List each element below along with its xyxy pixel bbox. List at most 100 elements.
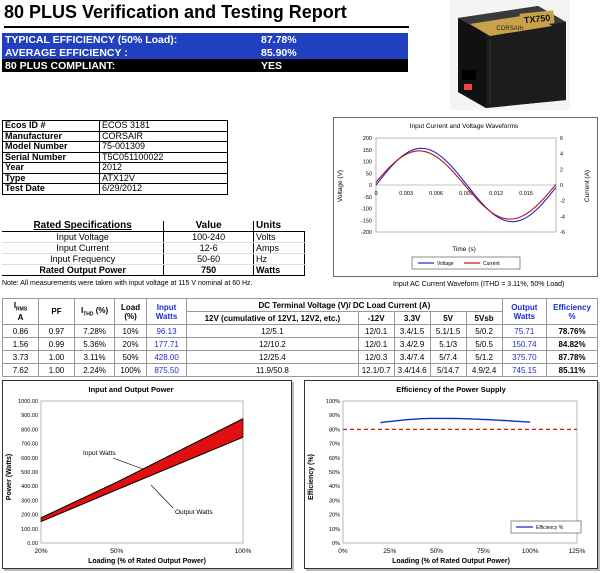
col-load-unit: (%)	[124, 311, 137, 321]
power-x-tick: 20%	[34, 548, 47, 555]
table-cell: 10%	[114, 324, 147, 338]
product-photo: CORSAIR TX750	[450, 0, 570, 110]
info-key: Ecos ID #	[2, 120, 100, 132]
table-cell: 3.73	[2, 350, 39, 364]
table-cell: 5.1/1.5	[429, 324, 467, 338]
rated-header-label: Rated Specifications	[2, 221, 164, 233]
rated-value: 100-240	[163, 231, 255, 244]
rated-row: Rated Output Power 750 Watts	[2, 264, 305, 277]
efficiency-xlabel: Loading (% of Rated Output Power)	[392, 558, 510, 565]
efficiency-summary: TYPICAL EFFICIENCY (50% Load): 87.78% AV…	[2, 33, 408, 72]
rated-label: Rated Output Power	[2, 264, 164, 277]
waveform-x-tick: 0	[374, 191, 377, 197]
waveform-left-tick: 50	[366, 171, 372, 177]
efficiency-y-tick: 30%	[329, 498, 340, 504]
rated-header-unit: Units	[253, 221, 305, 233]
efficiency-y-tick: 70%	[329, 442, 340, 448]
power-chart: Input and Output Power 0.00 100.00 200.00 3…	[2, 380, 292, 569]
rated-value: 50-60	[163, 253, 255, 266]
table-cell: 100%	[114, 363, 147, 377]
waveform-left-tick: 150	[363, 148, 372, 154]
table-cell: 3.4/2.9	[393, 337, 431, 351]
table-cell: 4.9/2.4	[465, 363, 503, 377]
efficiency-y-tick: 80%	[329, 427, 340, 433]
table-cell: 12/25.4	[186, 350, 359, 364]
col-dc-group: DC Terminal Voltage (V)/ DC Load Current…	[186, 298, 503, 312]
input-watts-annotation: Input Watts	[83, 450, 116, 457]
power-y-tick: 500.00	[21, 470, 38, 476]
waveform-right-tick: 4	[560, 152, 563, 158]
table-cell: 12/5.1	[186, 324, 359, 338]
rated-row: Input Voltage 100-240 Volts	[2, 231, 305, 244]
table-cell: 20%	[114, 337, 147, 351]
waveform-left-tick: -100	[361, 207, 372, 213]
rated-value: 750	[163, 264, 255, 277]
table-cell: 84.82%	[546, 337, 598, 351]
waveform-right-tick: -6	[560, 230, 565, 236]
summary-label: AVERAGE EFFICIENCY :	[2, 46, 258, 59]
output-watts-line	[40, 436, 244, 523]
power-y-tick: 800.00	[21, 427, 38, 433]
data-rows: 0.86 0.97 7.28% 10% 96.13 12/5.1 12/0.1 3.4/1.5…	[2, 324, 598, 377]
table-cell: 5/14.7	[429, 363, 467, 377]
table-row: 1.56 0.99 5.36% 20% 177.71 12/10.2 12/0.1 3.4/2…	[2, 337, 598, 351]
table-row: 3.73 1.00 3.11% 50% 428.00 12/25.4 12/0.3 3.4/7…	[2, 350, 598, 364]
waveform-title: Input Current and Voltage Waveforms	[410, 123, 519, 130]
table-cell: 745.15	[501, 363, 548, 377]
table-cell: 0.86	[2, 324, 39, 338]
rated-label: Input Current	[2, 242, 164, 255]
table-cell: 7.62	[2, 363, 39, 377]
info-row: Type ATX12V	[2, 172, 228, 184]
product-brand-label: CORSAIR	[496, 26, 524, 32]
waveform-left-tick: -200	[361, 230, 372, 236]
power-x-tick: 100%	[235, 548, 252, 555]
table-cell: 85.11%	[546, 363, 598, 377]
waveform-right-tick: -2	[560, 199, 565, 205]
rated-header-row: Rated Specifications Value Units	[2, 221, 305, 233]
col-12v: 12V (cumulative of 12V1, 12V2, etc.)	[186, 311, 359, 325]
output-watts-annotation: Output Watts	[175, 509, 213, 516]
waveform-left-tick: 200	[363, 136, 372, 142]
col-output-label: Output	[511, 302, 538, 312]
info-value: 6/29/2012	[99, 183, 228, 195]
power-y-tick: 1000.00	[18, 399, 38, 405]
summary-label: TYPICAL EFFICIENCY (50% Load):	[2, 33, 258, 46]
input-watts-arrow	[112, 457, 144, 470]
table-cell: 11.9/50.8	[186, 363, 359, 377]
table-cell: 3.4/14.6	[393, 363, 431, 377]
rated-value: 12-6	[163, 242, 255, 255]
input-watts-line	[40, 418, 244, 519]
table-cell: 3.4/7.4	[393, 350, 431, 364]
table-cell: 75.71	[501, 324, 548, 338]
table-cell: 375.70	[501, 350, 548, 364]
efficiency-legend	[510, 520, 582, 534]
info-value: ECOS 3181	[99, 120, 228, 132]
rated-row: Input Frequency 50-60 Hz	[2, 253, 305, 266]
table-cell: 5.1/3	[429, 337, 467, 351]
col-load: Load (%)	[114, 298, 147, 325]
table-row: 7.62 1.00 2.24% 100% 875.50 11.9/50.8 12.1/0.7…	[2, 363, 598, 377]
efficiency-y-tick: 100%	[326, 399, 340, 405]
power-ylabel: Power (Watts)	[6, 454, 13, 500]
info-row: Ecos ID # ECOS 3181	[2, 120, 228, 132]
info-row: Year 2012	[2, 162, 228, 174]
col-5v: 5V	[429, 311, 467, 325]
col-irms-label: I	[13, 301, 17, 311]
efficiency-x-tick: 100%	[522, 548, 539, 555]
product-badge-label: TX750	[523, 13, 550, 26]
power-y-tick: 100.00	[21, 527, 38, 533]
efficiency-axes: 0% 10% 20% 30% 40% 50% 60% 70% 80% 90% 100% 0% 25% 50…	[326, 399, 586, 555]
waveform-chart: Input Current and Voltage Waveforms 200 1…	[333, 117, 598, 277]
info-key: Manufacturer	[2, 130, 100, 142]
waveform-x-tick: 0.009	[459, 191, 473, 197]
efficiency-y-tick: 90%	[329, 413, 340, 419]
waveform-caption: Input AC Current Waveform (ITHD = 3.11%,…	[393, 281, 565, 288]
power-y-tick: 200.00	[21, 513, 38, 519]
efficiency-ylabel: Efficiency (%)	[308, 454, 315, 500]
waveform-left-tick: -150	[361, 218, 372, 224]
info-key: Model Number	[2, 141, 100, 153]
table-cell: 0.99	[37, 337, 75, 351]
summary-value: 85.90%	[258, 46, 408, 59]
info-value: T5C051100022	[99, 151, 228, 163]
